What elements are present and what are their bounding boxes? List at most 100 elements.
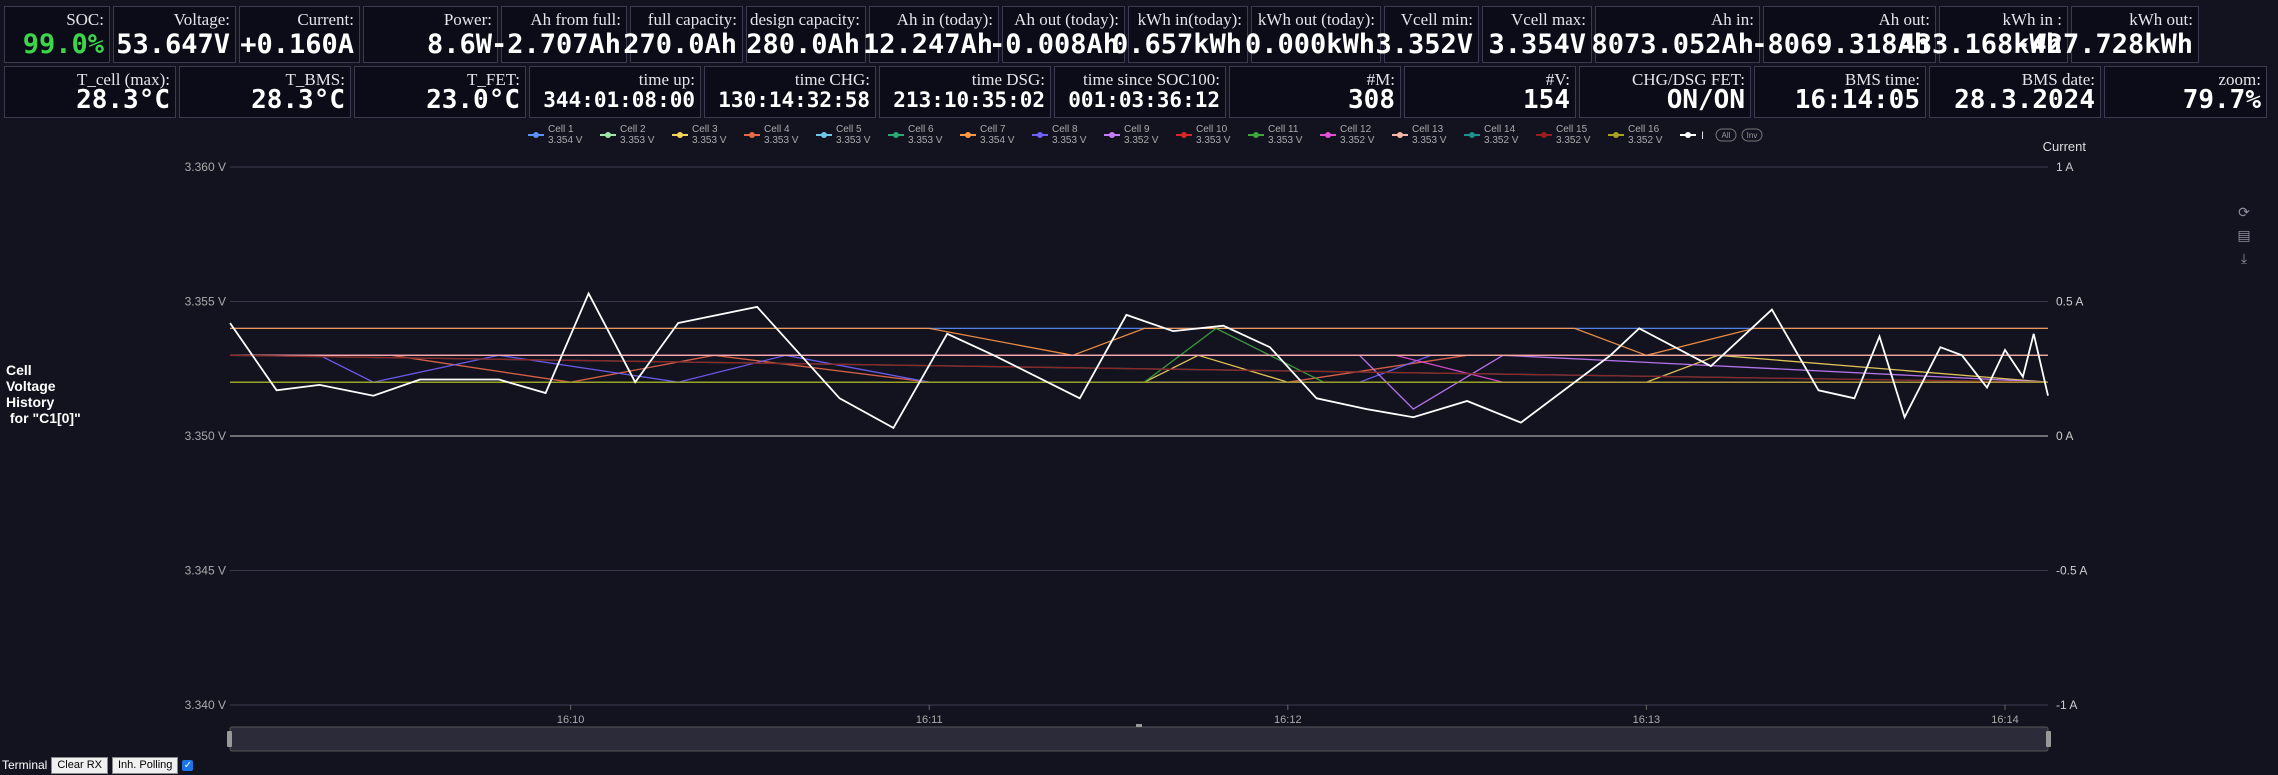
stat-tile: Ah out: -8069.318Ah (1751, 6, 1936, 63)
stat-tile: BMS time: 16:14:05 (1754, 66, 1926, 118)
stats-row-1: SOC: 99.0% Voltage: 53.647V Current: +0.160A P… (4, 6, 2274, 63)
y2-tick-label: 0.5 A (2056, 295, 2083, 309)
legend-swatch-dot (1325, 132, 1331, 138)
download-icon[interactable]: ⤓ (2240, 250, 2248, 266)
stat-label: kWh in(today): (1137, 10, 1242, 29)
stat-tile: Ah in (today): 12.247Ah (863, 6, 999, 63)
stat-value: 0.000kWh (1244, 29, 1375, 60)
stat-value: -8069.318Ah (1751, 29, 1930, 60)
legend-label: Cell 5 (836, 124, 862, 135)
legend-value: 3.352 V (1556, 135, 1591, 146)
legend-value: 3.354 V (548, 135, 583, 146)
x-tick-label: 16:12 (1274, 714, 1302, 726)
stat-value: 12.247Ah (862, 29, 993, 60)
stat-label: Current: (297, 10, 354, 29)
legend-value: 3.352 V (1124, 135, 1159, 146)
stat-value: 280.0Ah (746, 29, 860, 60)
legend-label: Cell 12 (1340, 124, 1372, 135)
stat-label: Ah out (today): (1014, 10, 1119, 29)
cell-series-line (230, 327, 2048, 356)
zoom-handle-left (227, 731, 232, 747)
stat-tile: Current: +0.160A (239, 6, 360, 63)
y2-tick-label: -0.5 A (2056, 564, 2087, 578)
stat-tile: time up: 344:01:08:00 (529, 66, 701, 118)
stats-row-2: T_cell (max): 28.3°C T_BMS: 28.3°C T_FET: 23.… (4, 66, 2274, 118)
stat-tile: zoom: 79.7% (2104, 66, 2267, 118)
legend-value: 3.352 V (1340, 135, 1375, 146)
stat-value: 28.3.2024 (1954, 85, 2095, 115)
legend-label: Cell 13 (1412, 124, 1444, 135)
stat-value: 154 (1523, 85, 1570, 115)
stat-tile: design capacity: 280.0Ah (746, 6, 866, 63)
stat-label: time CHG: (794, 70, 870, 89)
legend-toggle-label: All (1722, 131, 1731, 140)
legend-label: I (1701, 130, 1704, 142)
stat-value: 16:14:05 (1794, 85, 1920, 115)
legend-toggle (1715, 128, 1737, 142)
legend-value: 3.352 V (1628, 135, 1663, 146)
stat-tile: T_FET: 23.0°C (354, 66, 526, 118)
chart-side-title: Cell Voltage History for "C1[0]" (6, 362, 81, 426)
cell-series-line (229, 354, 2049, 383)
inh-polling-button[interactable]: Inh. Polling (111, 756, 179, 774)
stat-tile: Voltage: 53.647V (113, 6, 236, 63)
legend-swatch-dot (965, 132, 971, 138)
legend-label: Cell 7 (980, 124, 1006, 135)
legend-swatch-dot (1613, 132, 1619, 138)
stat-label: Voltage: (173, 10, 230, 29)
legend-toggle-label: Inv (1747, 131, 1758, 140)
stat-tile: time DSG: 213:10:35:02 (879, 66, 1051, 118)
clear-rx-button[interactable]: Clear RX (51, 756, 108, 774)
stat-tile: Vcell max: 3.354V (1482, 6, 1592, 63)
legend-value: 3.353 V (836, 135, 871, 146)
stat-label: Vcell max: (1510, 10, 1586, 29)
stat-value: 28.3°C (251, 85, 345, 115)
stat-value: 79.7% (2182, 85, 2261, 115)
legend-label: Cell 9 (1124, 124, 1150, 135)
stat-value: 53.647V (116, 29, 230, 60)
stat-value: 23.0°C (426, 85, 520, 115)
stat-value: 130:14:32:58 (718, 88, 870, 112)
legend-swatch-dot (1253, 132, 1259, 138)
stat-tile: T_cell (max): 28.3°C (4, 66, 176, 118)
y2-tick-label: -1 A (2056, 698, 2077, 712)
stat-label: Ah out: (1878, 10, 1930, 29)
stat-tile: CHG/DSG FET: ON/ON (1579, 66, 1751, 118)
stat-label: time up: (638, 70, 695, 89)
reset-zoom-icon[interactable]: ⟳ (2238, 204, 2250, 220)
inh-polling-checkbox[interactable]: ✓ (182, 759, 194, 771)
legend-swatch-dot (1541, 132, 1547, 138)
chart-panel: 3.340 V 3.345 V 3.350 V 3.355 V 3.360 V -1 A -… (0, 122, 2278, 762)
legend-label: Cell 16 (1628, 124, 1660, 135)
stat-value: 344:01:08:00 (543, 88, 695, 112)
legend-swatch-dot (749, 132, 755, 138)
cell-voltage-chart: 3.340 V 3.345 V 3.350 V 3.355 V 3.360 V -1 A -… (185, 124, 2087, 752)
y-tick-label: 3.350 V (185, 429, 226, 443)
legend-value: 3.353 V (692, 135, 727, 146)
legend-value: 3.353 V (1268, 135, 1303, 146)
stat-tile: Ah out (today): -0.008Ah (989, 6, 1125, 63)
stat-label: #V: (1545, 70, 1570, 89)
stat-value: 001:03:36:12 (1068, 88, 1220, 112)
stat-label: kWh out: (2129, 10, 2193, 29)
stat-tile: kWh in(today): 0.657kWh (1112, 6, 1248, 63)
stat-label: BMS time: (1844, 70, 1920, 89)
stat-value: -0.008Ah (988, 29, 1119, 60)
stat-value: 270.0Ah (623, 29, 737, 60)
legend-swatch-dot (1685, 132, 1691, 138)
legend-label: Cell 15 (1556, 124, 1588, 135)
legend-swatch-dot (893, 132, 899, 138)
legend-value: 3.353 V (764, 135, 799, 146)
data-view-icon[interactable]: ▤ (2237, 227, 2251, 243)
legend-toggle (1741, 128, 1763, 142)
terminal-label: Terminal (2, 758, 48, 772)
stat-tile: full capacity: 270.0Ah (623, 6, 743, 63)
legend-swatch-dot (1469, 132, 1475, 138)
stat-label: CHG/DSG FET: (1632, 70, 1745, 89)
bottom-bar: Terminal Clear RX Inh. Polling ✓ (0, 755, 194, 775)
x-tick-label: 16:11 (916, 714, 943, 726)
legend-label: Cell 3 (692, 124, 718, 135)
stat-label: Vcell min: (1400, 10, 1473, 29)
x-tick-label: 16:13 (1633, 714, 1661, 726)
stat-label: design capacity: (750, 10, 860, 29)
